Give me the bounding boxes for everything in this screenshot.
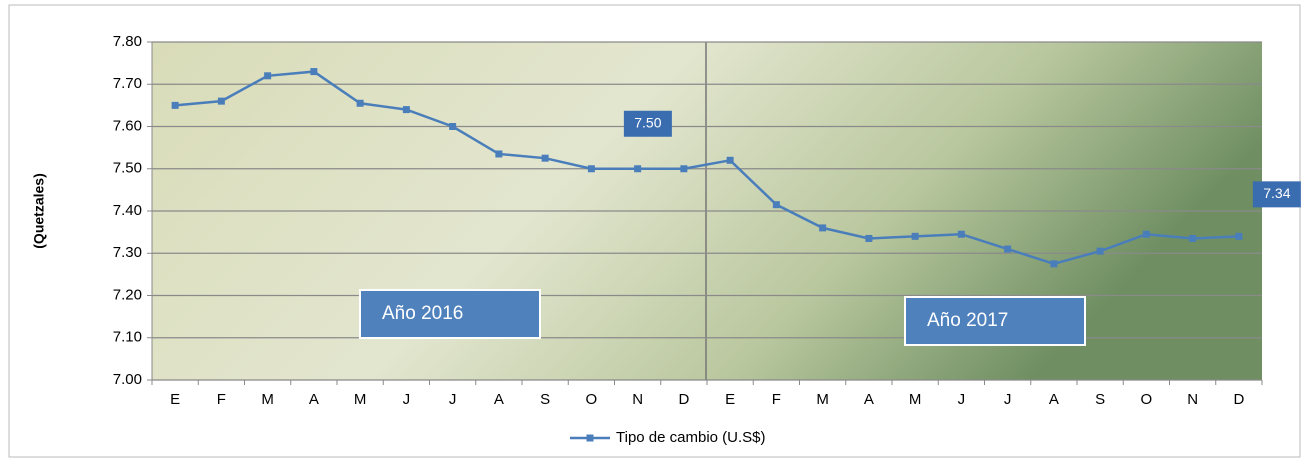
value-label: 7.50: [634, 114, 661, 130]
value-label-box: [623, 110, 672, 137]
x-tick-label: S: [540, 391, 550, 408]
x-tick-label: E: [725, 391, 735, 408]
point: [449, 123, 457, 130]
point: [264, 72, 272, 80]
x-tick-label: F: [217, 391, 226, 408]
y-axis-label: (Quetzales): [31, 173, 47, 248]
legend-marker: [586, 434, 594, 442]
point: [726, 156, 734, 164]
point: [587, 165, 595, 173]
point: [819, 224, 827, 232]
x-tick-label: M: [816, 391, 829, 408]
y-tick-label: 7.30: [113, 244, 142, 261]
x-tick-label: M: [261, 391, 274, 408]
point: [957, 230, 965, 238]
x-tick-label: O: [1141, 391, 1153, 408]
x-tick-label: O: [586, 391, 598, 408]
point: [541, 154, 549, 162]
value-label: 7.34: [1263, 185, 1290, 201]
point: [865, 234, 873, 242]
y-tick-label: 7.80: [113, 33, 142, 50]
x-tick-label: A: [864, 391, 874, 408]
legend-label: Tipo de cambio (U.S$): [616, 429, 766, 446]
x-tick-label: A: [494, 391, 504, 408]
line-series: [175, 70, 1239, 266]
annotation-box: [359, 289, 541, 339]
value-label-box: [1252, 181, 1301, 208]
x-tick-label: D: [678, 391, 689, 408]
x-tick-label: S: [1095, 391, 1105, 408]
y-tick-label: 7.50: [113, 160, 142, 177]
annotation-box: [904, 296, 1086, 346]
y-tick-label: 7.40: [113, 202, 142, 219]
x-tick-label: A: [309, 391, 319, 408]
point: [1142, 230, 1150, 238]
point: [680, 165, 688, 173]
point: [634, 165, 642, 173]
point: [1189, 234, 1197, 242]
y-tick-label: 7.20: [113, 286, 142, 303]
point: [310, 68, 318, 76]
point: [1004, 245, 1012, 253]
x-tick-label: N: [632, 391, 643, 408]
x-tick-label: J: [449, 391, 457, 408]
point: [171, 101, 179, 109]
y-tick-label: 7.00: [113, 371, 142, 388]
point: [495, 150, 503, 158]
x-tick-label: J: [958, 391, 966, 408]
x-tick-label: D: [1233, 391, 1244, 408]
annotation: Año 2017: [927, 310, 1008, 331]
point: [217, 97, 225, 105]
point: [402, 106, 410, 114]
y-tick-label: 7.70: [113, 75, 142, 92]
point: [356, 99, 364, 107]
y-tick-label: 7.60: [113, 117, 142, 134]
y-tick-label: 7.10: [113, 329, 142, 346]
point: [911, 232, 919, 240]
x-tick-label: M: [354, 391, 367, 408]
x-tick-label: A: [1049, 391, 1059, 408]
x-tick-label: E: [170, 391, 180, 408]
point: [1050, 260, 1058, 268]
point: [1235, 232, 1243, 240]
x-tick-label: J: [1004, 391, 1012, 408]
point: [772, 201, 780, 209]
x-tick-label: N: [1187, 391, 1198, 408]
x-tick-label: M: [909, 391, 922, 408]
x-tick-label: F: [772, 391, 781, 408]
point: [1096, 247, 1104, 255]
annotation: Año 2016: [382, 303, 463, 324]
x-tick-label: J: [403, 391, 411, 408]
